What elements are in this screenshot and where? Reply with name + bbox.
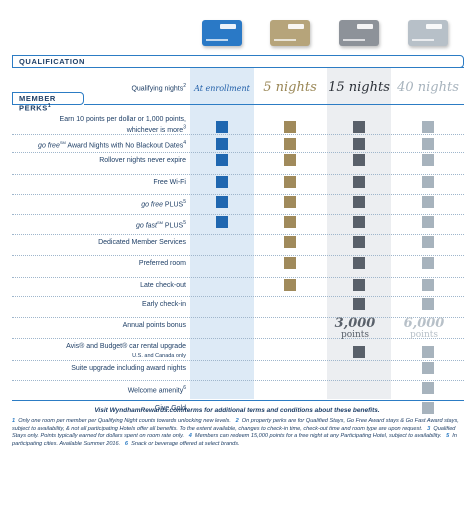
perk-label: Earn 10 points per dollar or 1,000 point…	[59, 116, 186, 135]
platinum-qualifying-value: 15 nights	[328, 80, 390, 95]
diamond-perk-check	[422, 176, 434, 188]
diamond-perk-check	[422, 346, 434, 358]
member-perks-divider	[84, 104, 464, 105]
perk-label: go freeSM Award Nights with No Blackout …	[38, 140, 186, 150]
gold-qualifying-value: 5 nights	[263, 80, 317, 95]
row-divider	[12, 174, 464, 175]
blue-perk-check	[216, 196, 228, 208]
member-perks-section-bar: MEMBER PERKS1	[12, 92, 84, 113]
gold-perk-check	[284, 216, 296, 228]
diamond-bonus-unit: points	[409, 330, 439, 340]
blue-perk-check	[216, 154, 228, 166]
blue-card-image	[202, 20, 242, 46]
platinum-perk-check	[353, 196, 365, 208]
diamond-perk-check	[422, 236, 434, 248]
platinum-perk-check	[353, 257, 365, 269]
row-divider	[12, 296, 464, 297]
perk-label: Welcome amenity6	[127, 385, 186, 395]
gold-perk-check	[284, 279, 296, 291]
platinum-perk-check	[353, 216, 365, 228]
qualification-divider	[12, 67, 464, 68]
diamond-perk-check	[422, 154, 434, 166]
perk-label: Suite upgrade including award nights	[71, 365, 186, 372]
row-divider	[12, 380, 464, 381]
diamond-perk-check	[422, 216, 434, 228]
row-divider	[12, 317, 464, 318]
gold-perk-check	[284, 138, 296, 150]
perk-label: Annual points bonus	[122, 322, 186, 329]
diamond-perk-check	[422, 382, 434, 394]
perk-label: Avis® and Budget® car rental upgrade U.S.…	[66, 343, 186, 359]
table-bottom-rule	[12, 400, 464, 401]
diamond-card-image	[408, 20, 448, 46]
platinum-perk-check	[353, 346, 365, 358]
perk-label: Early check-in	[142, 301, 186, 308]
gold-perk-check	[284, 196, 296, 208]
row-divider	[12, 338, 464, 339]
platinum-card-image	[339, 20, 379, 46]
blue-perk-check	[216, 176, 228, 188]
perk-label: Give Gold	[154, 405, 186, 412]
terms-link[interactable]: Visit WyndhamRewards.com/terms for addit…	[94, 407, 380, 414]
row-divider	[12, 360, 464, 361]
diamond-perk-check	[422, 402, 434, 414]
perk-label: go fastSM PLUS5	[135, 220, 186, 230]
perk-label: Free Wi-Fi	[153, 179, 186, 186]
platinum-bonus: 3,000 points	[323, 316, 387, 340]
perk-label: Dedicated Member Services	[98, 239, 186, 246]
diamond-qualifying-value: 40 nights	[397, 80, 459, 95]
platinum-perk-check	[353, 176, 365, 188]
qualification-section-title: QUALIFICATION	[19, 57, 85, 66]
row-divider	[12, 152, 464, 153]
row-divider	[12, 255, 464, 256]
gold-perk-check	[284, 236, 296, 248]
platinum-perk-check	[353, 154, 365, 166]
perk-label: Preferred room	[138, 260, 186, 267]
diamond-perk-check	[422, 138, 434, 150]
member-perks-section-title: MEMBER PERKS1	[19, 94, 56, 113]
row-divider	[12, 194, 464, 195]
platinum-bonus-unit: points	[340, 330, 370, 340]
diamond-perk-check	[422, 279, 434, 291]
blue-perk-check	[216, 216, 228, 228]
footnotes: 1 Only one room per member per Qualifyin…	[12, 418, 459, 447]
gold-perk-check	[284, 154, 296, 166]
diamond-perk-check	[422, 121, 434, 133]
blue-perk-check	[216, 121, 228, 133]
blue-qualifying-value: At enrollment	[194, 84, 250, 93]
row-divider	[12, 277, 464, 278]
gold-perk-check	[284, 257, 296, 269]
diamond-bonus-value: 6,000	[403, 316, 445, 331]
perk-label: Late check-out	[140, 282, 186, 289]
diamond-bonus: 6,000 points	[392, 316, 456, 340]
diamond-perk-check	[422, 298, 434, 310]
gold-perk-check	[284, 121, 296, 133]
row-divider	[12, 214, 464, 215]
row-divider	[12, 134, 464, 135]
platinum-perk-check	[353, 298, 365, 310]
platinum-perk-check	[353, 236, 365, 248]
platinum-perk-check	[353, 138, 365, 150]
gold-card-image	[270, 20, 310, 46]
diamond-perk-check	[422, 196, 434, 208]
platinum-bonus-value: 3,000	[334, 316, 376, 331]
diamond-perk-check	[422, 362, 434, 374]
gold-perk-check	[284, 176, 296, 188]
perk-label: go free PLUS5	[141, 199, 186, 209]
platinum-perk-check	[353, 279, 365, 291]
diamond-perk-check	[422, 257, 434, 269]
qualifying-nights-label: Qualifying nights2	[131, 83, 186, 93]
blue-perk-check	[216, 138, 228, 150]
platinum-perk-check	[353, 121, 365, 133]
perk-label: Rollover nights never expire	[99, 157, 186, 164]
row-divider	[12, 234, 464, 235]
